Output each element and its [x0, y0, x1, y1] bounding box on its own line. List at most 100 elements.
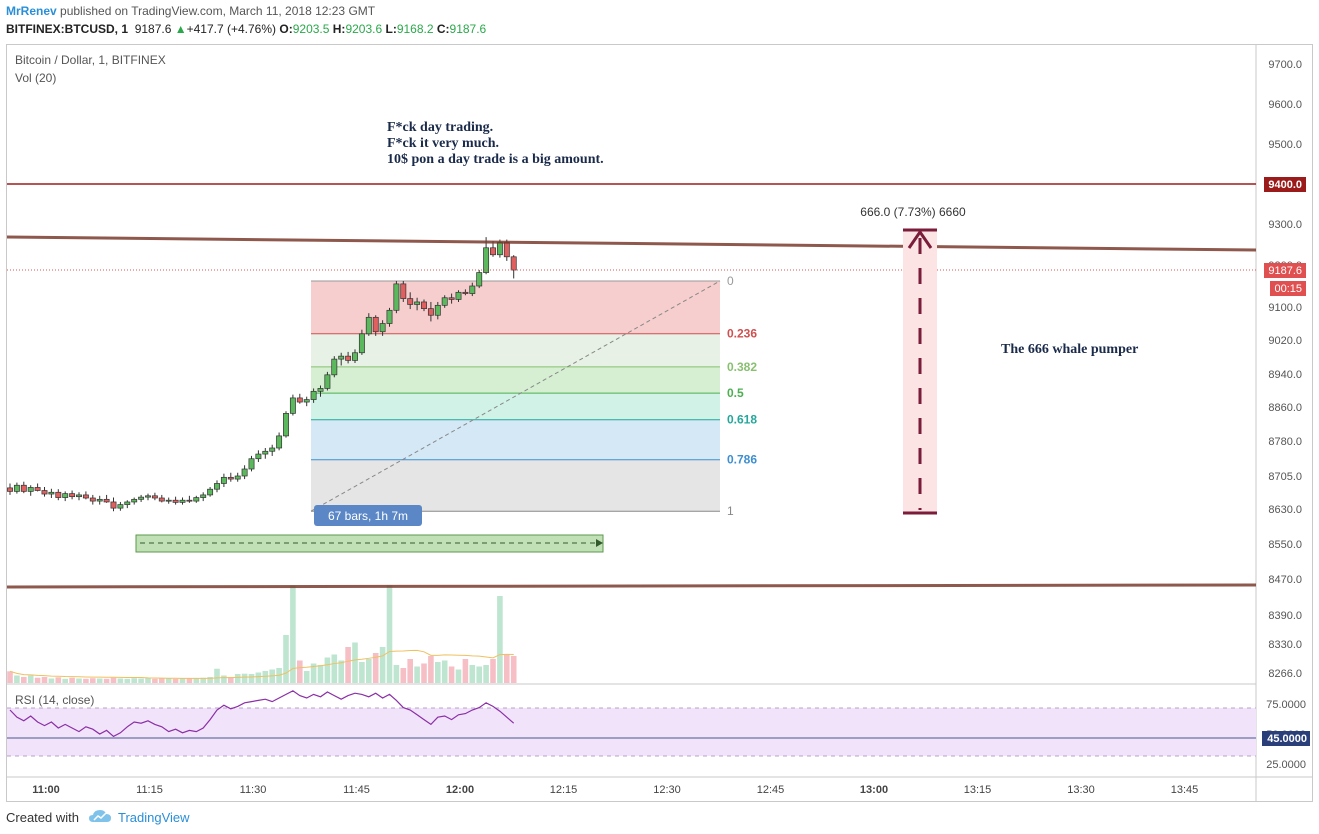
- author-link[interactable]: MrRenev: [6, 4, 57, 18]
- fib-level-label: 0.618: [727, 413, 757, 427]
- candle-body: [427, 308, 434, 316]
- footer: Created with TradingView: [0, 802, 1319, 834]
- note-line-1[interactable]: F*ck day trading.: [387, 120, 493, 135]
- volume-bar: [179, 678, 186, 683]
- candle-body: [262, 450, 269, 455]
- rsi-legend[interactable]: RSI (14, close): [15, 693, 94, 707]
- volume-bar: [448, 666, 455, 683]
- candle-body: [117, 504, 124, 509]
- note-line-2[interactable]: F*ck it very much.: [387, 136, 499, 151]
- candle-body: [27, 487, 34, 492]
- candle-body: [289, 397, 296, 414]
- close-label: C:: [436, 22, 450, 36]
- volume-bar: [76, 678, 82, 683]
- candle-body: [393, 283, 400, 311]
- price-tick-label: 8630.0: [1268, 504, 1302, 516]
- fib-zone: [311, 280, 720, 334]
- volume-bar: [469, 665, 476, 683]
- volume-bar: [393, 665, 400, 683]
- volume-bar: [303, 671, 310, 683]
- open-label: O:: [279, 22, 293, 36]
- volume-bar: [228, 677, 234, 683]
- volume-bar: [214, 668, 220, 683]
- volume-bar: [234, 674, 241, 683]
- price-tick-label: 9600.0: [1268, 99, 1302, 111]
- fib-retracement[interactable]: 0 0.236 0.382 0.5 0.618 0.786 1: [310, 274, 757, 518]
- countdown-label: 00:15: [1274, 283, 1302, 295]
- time-tick-label: 11:45: [343, 784, 370, 796]
- up-arrow-icon: ▲: [174, 22, 187, 36]
- resistance-price-label: 9400.0: [1268, 179, 1302, 191]
- fib-zone: [311, 393, 720, 420]
- candle-body: [462, 291, 469, 294]
- series-title[interactable]: Bitcoin / Dollar, 1, BITFINEX: [15, 53, 166, 67]
- volume-bar: [193, 678, 200, 683]
- lower-trendline[interactable]: [6, 583, 1257, 589]
- upper-trendline[interactable]: [6, 235, 1257, 252]
- price-tick-label: 9100.0: [1268, 302, 1302, 314]
- publish-text: published on TradingView.com, March 11, …: [60, 4, 376, 18]
- candle-body: [255, 453, 262, 460]
- volume-bar: [69, 677, 75, 683]
- volume-bar: [62, 678, 68, 683]
- fib-zone: [311, 419, 720, 460]
- candle-body: [214, 483, 220, 490]
- volume-legend[interactable]: Vol (20): [15, 71, 56, 85]
- note-line-3[interactable]: 10$ pon a day trade is a big amount.: [387, 152, 604, 167]
- rsi-tick-label: 25.0000: [1266, 759, 1306, 771]
- candle-body: [20, 484, 27, 492]
- candle-body: [76, 494, 82, 498]
- time-tick-label: 11:00: [32, 784, 60, 796]
- price-axis[interactable]: 9700.09600.09500.09300.09200.09100.09020…: [1268, 59, 1302, 680]
- candle-body: [407, 298, 414, 305]
- candle-body: [165, 499, 172, 502]
- fib-level-label: 0.5: [727, 386, 744, 400]
- symbol-name[interactable]: BITFINEX:BTCUSD, 1: [6, 22, 129, 36]
- volume-bar: [7, 671, 13, 683]
- candle-body: [34, 487, 41, 491]
- volume-bar: [110, 677, 117, 683]
- volume-bar: [359, 662, 365, 683]
- volume-bar: [131, 678, 137, 683]
- chart-frame[interactable]: [6, 44, 1313, 802]
- whale-note[interactable]: The 666 whale pumper: [1001, 342, 1138, 357]
- candle-body: [110, 501, 117, 509]
- price-tick-label: 8470.0: [1268, 574, 1302, 586]
- tradingview-link[interactable]: TradingView: [118, 810, 190, 825]
- candle-body: [7, 487, 13, 492]
- time-axis[interactable]: 11:00 11:15 11:30 11:45 12:00 12:15 12:30 12:45…: [32, 784, 1198, 796]
- volume-bar: [255, 672, 262, 683]
- volume-bar: [152, 678, 158, 683]
- volume-bar: [421, 663, 427, 683]
- volume-bar: [476, 666, 482, 683]
- fib-level-label: 0.786: [727, 453, 757, 467]
- fib-zone: [311, 459, 720, 512]
- volume-bar: [248, 674, 255, 683]
- candle-body: [331, 358, 338, 376]
- price-tick-label: 8780.0: [1268, 436, 1302, 448]
- volume-bar: [117, 678, 124, 683]
- price-tick-label: 9500.0: [1268, 139, 1302, 151]
- rsi-line: [9, 690, 515, 738]
- time-tick-label: 13:00: [860, 784, 888, 796]
- candle-body: [379, 323, 386, 333]
- time-tick-label: 12:30: [653, 784, 681, 796]
- volume-bar: [165, 678, 172, 683]
- volume-bar: [186, 678, 193, 683]
- volume-bar: [345, 647, 351, 683]
- candle-body: [476, 272, 483, 287]
- price-tick-label: 9700.0: [1268, 59, 1302, 71]
- candle-body: [48, 491, 55, 495]
- candle-body: [469, 285, 476, 294]
- volume-ma-line: [9, 649, 514, 679]
- price-tick-label: 8390.0: [1268, 610, 1302, 622]
- candle-body: [317, 388, 324, 392]
- volume-bar: [207, 677, 213, 683]
- high-label: H:: [332, 22, 346, 36]
- top-bar: MrRenev published on TradingView.com, Ma…: [0, 0, 1319, 44]
- bars-range-label: 67 bars, 1h 7m: [328, 509, 408, 523]
- candle-body: [227, 476, 234, 480]
- time-tick-label: 11:15: [136, 784, 163, 796]
- volume-bar: [14, 675, 20, 683]
